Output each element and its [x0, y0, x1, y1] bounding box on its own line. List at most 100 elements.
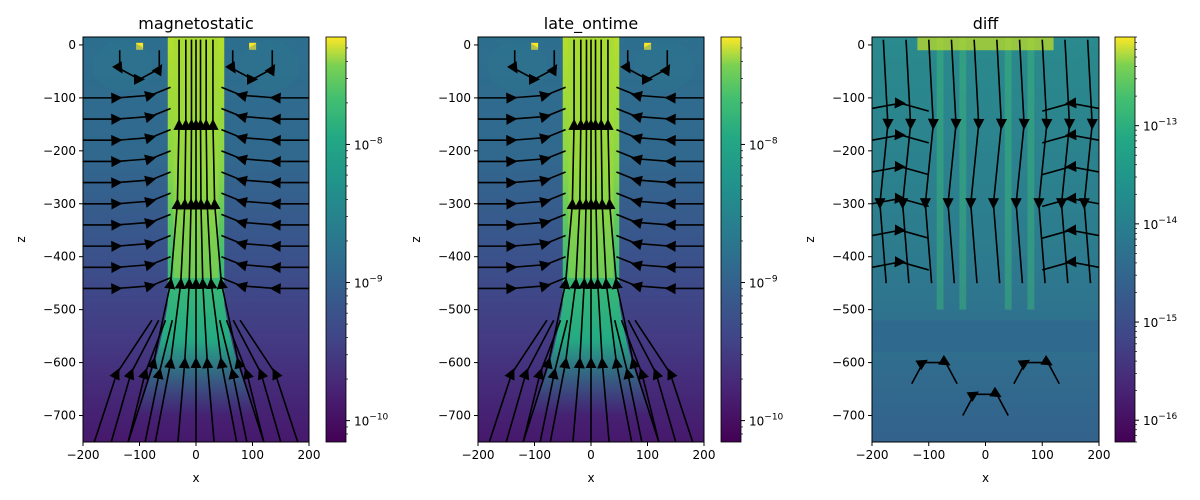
streamline-loop-1 — [112, 50, 163, 85]
streamline-central-3 — [572, 39, 593, 442]
streamline-left--100 — [478, 86, 566, 104]
y-tick-label: −400 — [438, 250, 471, 264]
streamlines-1 — [83, 39, 309, 442]
y-tick-label: −300 — [43, 197, 76, 211]
x-axis-label: x — [587, 471, 594, 485]
colorbar-tick-label: 10−16 — [1143, 412, 1178, 428]
streamline-diff-v-20 — [987, 39, 1008, 284]
streamline-right--100 — [221, 86, 309, 104]
y-tick-label: −200 — [43, 144, 76, 158]
colorbar-tick-label: 10−9 — [354, 275, 383, 291]
colorbar-tick-label: 10−8 — [749, 136, 778, 152]
streamline-diff-v-180 — [1078, 39, 1098, 284]
streamline-right--420 — [221, 255, 309, 274]
streamline-deep-left-1 — [144, 320, 174, 442]
streamline-deep-right-1 — [613, 320, 643, 442]
panel-title: late_ontime — [544, 14, 638, 34]
streamline-right--220 — [221, 150, 309, 168]
streamline-deep-left-4 — [93, 319, 153, 442]
streamline-right--300 — [221, 192, 309, 210]
x-tick-label: −100 — [518, 448, 551, 462]
streamline-left--260 — [83, 171, 171, 189]
streamline-left--180 — [83, 128, 171, 147]
x-tick-label: 200 — [693, 448, 716, 462]
y-axis-label: z — [409, 236, 423, 242]
x-tick-label: 0 — [982, 448, 990, 462]
streamline-diff-l--120 — [872, 97, 929, 112]
panel-title: magnetostatic — [138, 14, 254, 33]
streamline-left--220 — [478, 150, 566, 168]
streamline-left--380 — [478, 234, 566, 252]
x-axis-label: x — [192, 471, 199, 485]
x-tick-label: 0 — [587, 448, 595, 462]
streamline-right--300 — [616, 192, 704, 210]
colorbar-tick-label: 10−14 — [1143, 216, 1178, 232]
diff-band-1 — [936, 37, 944, 310]
diff-band-4 — [1027, 37, 1035, 310]
lobe-2 — [634, 41, 695, 92]
streamline-deep-right-2 — [225, 319, 265, 442]
streamline-right--460 — [616, 277, 704, 295]
streamline-right--380 — [221, 234, 309, 252]
diff-band-3 — [1004, 37, 1012, 310]
streamline-right--460 — [221, 277, 309, 295]
y-tick-label: −700 — [438, 409, 471, 423]
y-tick-label: −100 — [43, 91, 76, 105]
streamline-left--300 — [478, 192, 566, 210]
streamline-left--340 — [478, 213, 566, 231]
streamline-diff-l--180 — [872, 129, 929, 144]
colorbar-tick-label: 10−8 — [354, 136, 383, 152]
x-tick-label: 200 — [298, 448, 321, 462]
streamline-diff-v-60 — [1010, 39, 1030, 284]
streamline-deep-right-3 — [627, 319, 677, 442]
panel-3: diff −200 −100 0 100 200 0 −100 −200 −300 −400 −500… — [803, 14, 1178, 485]
colorbar-tick-label: 10−9 — [749, 275, 778, 291]
x-tick-label: −100 — [912, 448, 945, 462]
streamlines-3 — [872, 39, 1099, 416]
streamlines-2 — [478, 39, 704, 442]
y-tick-label: −200 — [832, 144, 865, 158]
x-tick-label: 100 — [1031, 448, 1054, 462]
y-axis-label: z — [14, 236, 28, 242]
y-tick-label: −600 — [832, 356, 865, 370]
streamline-diff-r--360 — [1042, 224, 1099, 239]
streamline-left--260 — [478, 171, 566, 189]
panel-title: diff — [973, 14, 1000, 33]
streamline-left--420 — [478, 255, 566, 274]
streamline-diff-l--420 — [872, 256, 929, 271]
y-tick-label: 0 — [857, 38, 865, 52]
streamline-deep-left-2 — [522, 319, 562, 442]
streamline-diff-r--120 — [1042, 97, 1099, 112]
streamline-diff-r--420 — [1042, 256, 1099, 271]
y-tick-label: −200 — [438, 144, 471, 158]
y-tick-label: 0 — [68, 38, 76, 52]
streamline-diff-v--180 — [874, 39, 894, 284]
streamline-right--180 — [221, 128, 309, 147]
y-tick-label: −300 — [832, 197, 865, 211]
streamline-central-7 — [602, 39, 660, 442]
streamline-diff-v--20 — [965, 39, 985, 284]
x-tick-label: −200 — [462, 448, 495, 462]
streamline-right--180 — [616, 128, 704, 147]
streamline-diff-arc-1 — [911, 354, 958, 385]
streamline-diff-r--300 — [1042, 192, 1099, 208]
streamline-right--380 — [616, 234, 704, 252]
streamline-right--420 — [616, 255, 704, 274]
streamline-right--340 — [616, 213, 704, 231]
streamline-diff-arc-2 — [1013, 354, 1060, 385]
streamline-deep-right-1 — [218, 320, 248, 442]
streamline-diff-l--240 — [872, 160, 929, 176]
streamline-diff-r--240 — [1042, 160, 1099, 176]
streamline-left--420 — [83, 255, 171, 274]
streamline-loop-2 — [620, 50, 671, 85]
streamline-left--460 — [83, 277, 171, 295]
streamline-diff-v--140 — [897, 39, 917, 284]
diff-low-band — [872, 320, 1099, 352]
streamline-right--220 — [616, 150, 704, 168]
colorbar-tick-label: 10−15 — [1143, 314, 1177, 330]
heatmap-3 — [872, 37, 1099, 442]
y-tick-label: −500 — [438, 303, 471, 317]
streamline-deep-left-4 — [488, 319, 548, 442]
diff-band-2 — [959, 37, 967, 310]
colorbar-tick-label: 10−10 — [749, 413, 784, 429]
